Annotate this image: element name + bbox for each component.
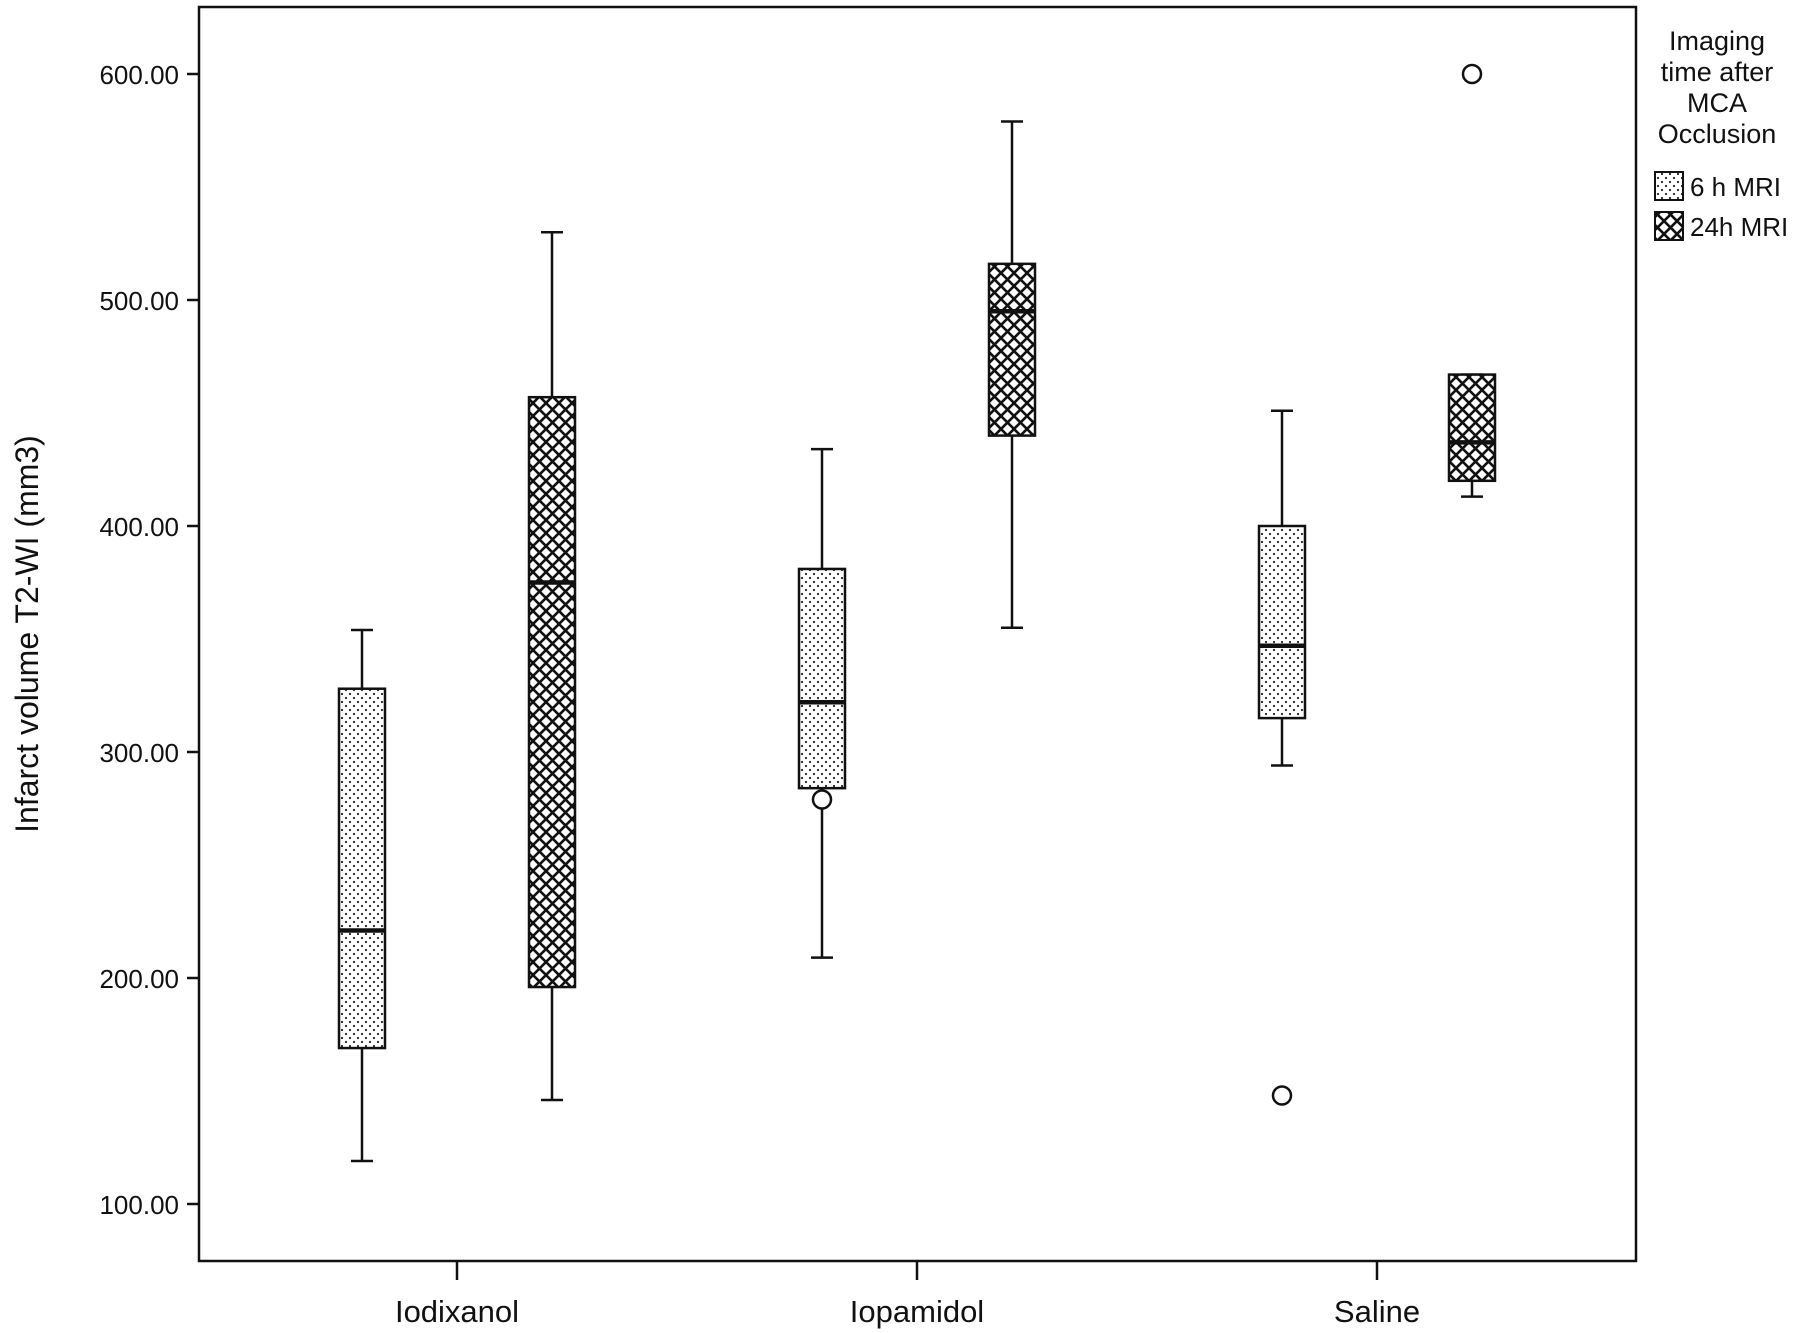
- legend-title-line: Imaging: [1669, 26, 1765, 56]
- outlier-point: [1461, 63, 1483, 85]
- outlier-point: [811, 789, 833, 810]
- legend-swatch: [1654, 171, 1684, 201]
- x-tick-label: Saline: [1334, 1294, 1420, 1329]
- legend-label: 24h MRI: [1690, 212, 1788, 242]
- box-iodixanol-24h: [527, 230, 577, 1102]
- iqr-box: [337, 687, 387, 1050]
- legend-swatch: [1654, 211, 1684, 241]
- legend-title-line: time after: [1661, 57, 1774, 87]
- legend: Imaging time after MCA Occlusion 6 h MRI 24h…: [1654, 26, 1788, 242]
- y-axis: 100.00 200.00 300.00 400.00 500.00 600.00: [99, 60, 199, 1220]
- box-saline-6h: [1257, 409, 1307, 1106]
- box-iopamidol-24h: [987, 120, 1037, 629]
- iqr-box: [797, 567, 847, 790]
- legend-entry: 24h MRI: [1654, 211, 1788, 242]
- y-tick-label: 300.00: [99, 738, 179, 768]
- outlier-point: [1271, 1085, 1293, 1106]
- x-tick-label: Iodixanol: [395, 1294, 519, 1329]
- legend-title-line: Occlusion: [1658, 119, 1777, 149]
- y-tick-label: 500.00: [99, 286, 179, 316]
- box-iopamidol-6h: [797, 447, 847, 959]
- y-tick-label: 600.00: [99, 60, 179, 90]
- legend-entry: 6 h MRI: [1654, 171, 1781, 202]
- legend-title: Imaging time after MCA Occlusion: [1658, 26, 1777, 149]
- x-tick-label: Iopamidol: [850, 1294, 984, 1329]
- y-tick-label: 200.00: [99, 964, 179, 994]
- y-tick-label: 400.00: [99, 512, 179, 542]
- legend-title-line: MCA: [1687, 88, 1747, 118]
- box-groups: [337, 63, 1497, 1163]
- iqr-box: [527, 395, 577, 989]
- legend-label: 6 h MRI: [1690, 172, 1781, 202]
- y-tick-label: 100.00: [99, 1190, 179, 1220]
- plot-frame: [197, 5, 1638, 1263]
- iqr-box: [987, 262, 1037, 437]
- iqr-box: [1447, 373, 1497, 483]
- box-saline-24h: [1447, 63, 1497, 498]
- legend-entries: 6 h MRI 24h MRI: [1654, 171, 1788, 242]
- box-iodixanol-6h: [337, 628, 387, 1163]
- iqr-box: [1257, 524, 1307, 720]
- y-axis-label: Infarct volume T2-WI (mm3): [9, 435, 45, 833]
- x-axis: Iodixanol Iopamidol Saline: [395, 1261, 1420, 1329]
